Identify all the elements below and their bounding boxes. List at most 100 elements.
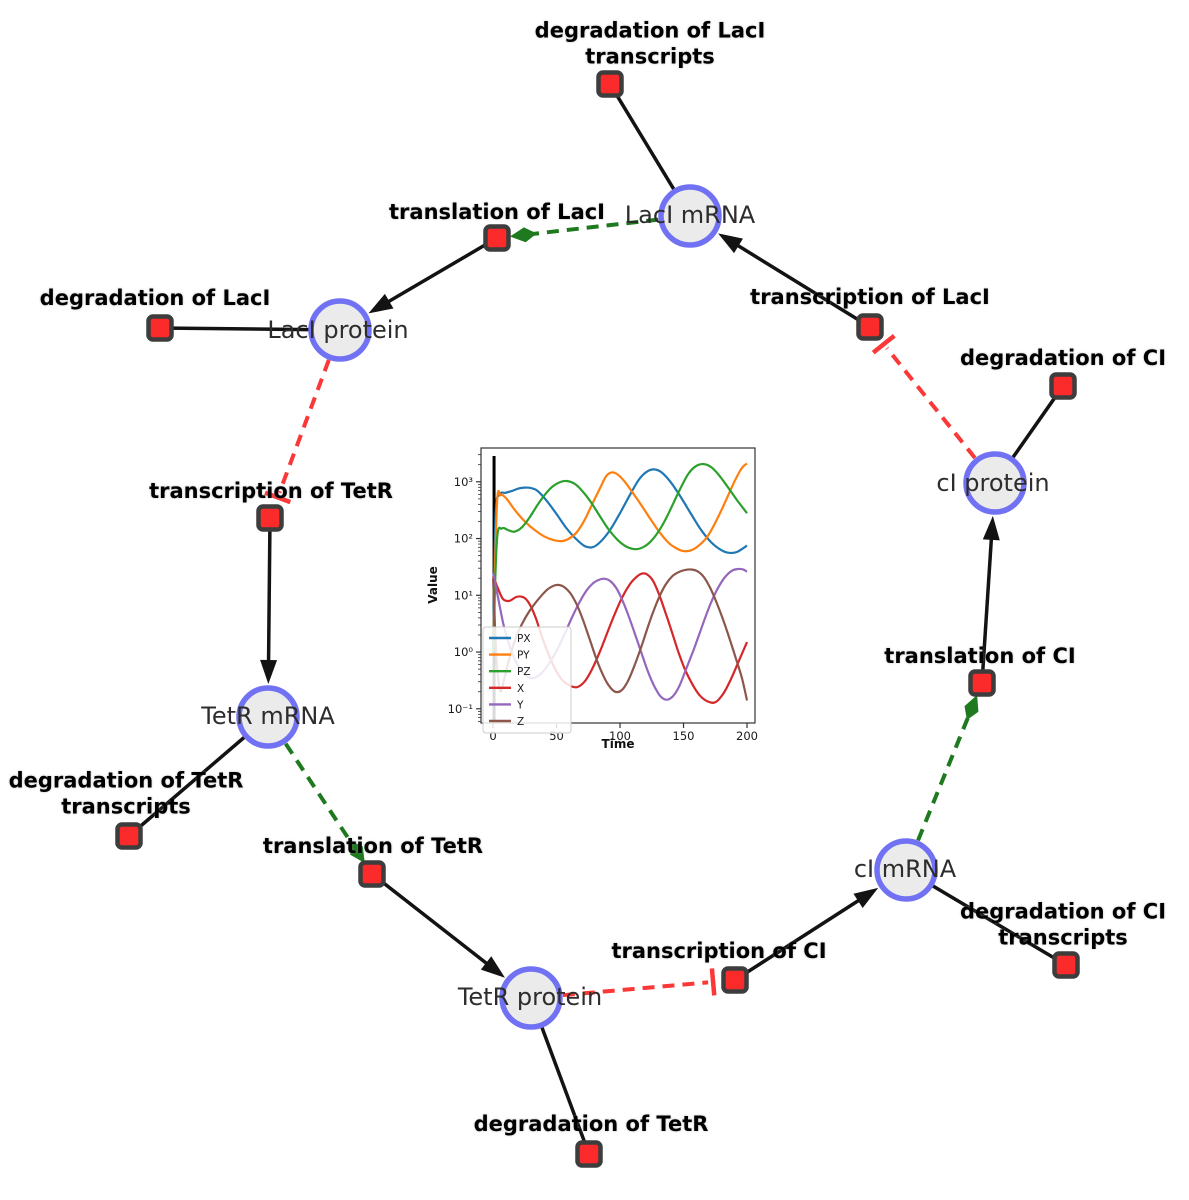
series-line-x — [492, 572, 749, 704]
species-tetr-protein-label: TetR protein — [458, 982, 602, 1012]
reaction-transcription-of-laci — [856, 313, 884, 341]
species-ci-mrna — [874, 838, 938, 902]
reaction-transcription-of-ci — [721, 966, 749, 994]
reaction-degradation-of-laci — [146, 314, 174, 342]
edge-inhibition-ci-protein-tx-laci — [885, 346, 977, 460]
species-tetr-protein — [499, 966, 563, 1030]
edge-inhibition-tetr-protein-tx-ci-tbar-icon — [709, 968, 717, 996]
edge-consumption-tetr-mrna-deg-tetr-tx — [135, 735, 247, 831]
reaction-transcription-of-tetr-label: transcription of TetR — [149, 478, 393, 504]
reaction-degradation-of-tetr-label-line1: degradation of TetR — [473, 1111, 709, 1136]
reaction-translation-of-tetr-label: translation of TetR — [263, 833, 483, 859]
reaction-degradation-of-ci-label-line1: degradation of CI — [959, 345, 1167, 370]
species-laci-protein-label-line1: LacI protein — [267, 315, 409, 344]
edge-consumption-ci-mrna-deg-ci-tx — [930, 883, 1059, 962]
reaction-degradation-of-ci-transcripts-label: degradation of CI transcripts — [960, 899, 1166, 952]
species-ci-protein-label-line1: cI protein — [936, 468, 1050, 497]
species-tetr-mrna-label: TetR mRNA — [201, 701, 335, 731]
reaction-translation-of-laci-label-line1: translation of LacI — [389, 199, 605, 224]
reaction-degradation-of-ci-transcripts-label-line1: degradation of CI — [959, 899, 1167, 924]
reaction-transcription-of-laci-label-line1: transcription of LacI — [750, 284, 990, 309]
reaction-degradation-of-laci-label-line1: degradation of LacI — [39, 285, 271, 310]
edge-production-tl-tetr-tetr-protein-arrowhead-icon — [480, 956, 505, 978]
x-tick-label: 150 — [673, 729, 695, 743]
reaction-translation-of-ci — [968, 669, 996, 697]
edge-modifier-laci-mrna-tl-laci — [520, 217, 659, 238]
reaction-degradation-of-laci-transcripts-label-line1: degradation of LacI — [534, 18, 766, 43]
edge-production-tl-laci-laci-protein — [378, 241, 491, 309]
edge-inhibition-tetr-protein-tx-ci — [562, 980, 709, 998]
reaction-degradation-of-tetr-transcripts-label-line2: transcripts — [61, 795, 191, 819]
legend-item-y: Y — [516, 699, 524, 711]
reaction-degradation-of-laci-label: degradation of LacI — [40, 285, 271, 311]
x-tick-label: 0 — [489, 729, 496, 743]
series-line-px — [492, 468, 748, 653]
reaction-degradation-of-ci — [1049, 372, 1077, 400]
y-tick-label: 10⁰ — [454, 645, 474, 659]
legend-item-pz: PZ — [517, 666, 531, 678]
reaction-degradation-of-ci-transcripts-label-line2: transcripts — [998, 926, 1128, 950]
edge-production-tl-tetr-tetr-protein — [378, 878, 496, 972]
series-line-z — [492, 568, 749, 701]
edge-inhibition-ci-protein-tx-laci-tbar-icon — [871, 333, 896, 355]
legend-item-px: PX — [517, 633, 531, 645]
edge-production-tl-ci-ci-protein-arrowhead-icon — [982, 515, 1000, 541]
edge-production-tx-ci-ci-mrna — [741, 893, 869, 977]
edge-modifier-ci-mrna-tl-ci — [916, 704, 975, 842]
reaction-transcription-of-ci-label: transcription of CI — [611, 938, 826, 964]
edge-modifier-laci-mrna-tl-laci-arrowhead-icon — [509, 227, 537, 243]
species-ci-mrna-label-line1: cI mRNA — [853, 854, 957, 883]
species-laci-mrna-label: LacI mRNA — [625, 200, 755, 230]
reaction-translation-of-ci-label-line1: translation of CI — [884, 643, 1076, 668]
reaction-translation-of-tetr-label-line1: translation of TetR — [262, 833, 484, 858]
reaction-transcription-of-tetr-label-line1: transcription of TetR — [149, 478, 393, 503]
edge-production-tx-laci-laci-mrna — [728, 238, 864, 324]
species-tetr-protein-label-line1: TetR protein — [457, 982, 603, 1011]
species-ci-protein — [963, 451, 1027, 515]
species-laci-mrna — [658, 184, 722, 248]
reaction-degradation-of-tetr-transcripts-label-line1: degradation of TetR — [8, 768, 244, 793]
edge-modifier-ci-mrna-tl-ci-arrowhead-icon — [964, 695, 979, 721]
series-line-py — [492, 462, 748, 653]
reaction-degradation-of-laci-transcripts — [596, 70, 624, 98]
y-tick-label: 10⁻¹ — [448, 702, 473, 716]
reaction-translation-of-laci-label: translation of LacI — [389, 199, 605, 225]
y-tick-label: 10¹ — [454, 588, 473, 602]
reaction-degradation-of-tetr-transcripts — [115, 822, 143, 850]
edge-production-tx-ci-ci-mrna-arrowhead-icon — [853, 887, 879, 908]
edge-consumption-laci-mrna-deg-laci-tx — [613, 91, 676, 192]
reaction-degradation-of-laci-transcripts-label: degradation of LacI transcripts — [535, 18, 766, 71]
reaction-degradation-of-tetr — [575, 1140, 603, 1168]
reaction-translation-of-tetr — [358, 860, 386, 888]
y-tick-label: 10² — [454, 532, 473, 546]
legend-item-py: PY — [517, 650, 530, 662]
edge-inhibition-laci-protein-tx-tetr-tbar-icon — [264, 490, 292, 505]
chart-y-axis-label: Value — [426, 566, 440, 604]
x-tick-label: 200 — [736, 729, 758, 743]
reaction-transcription-of-tetr — [256, 504, 284, 532]
chart-x-axis-label: Time — [601, 737, 635, 751]
y-tick-label: 10³ — [454, 475, 474, 489]
edge-consumption-tetr-protein-deg-tetr — [539, 1025, 588, 1146]
species-laci-mrna-label-line1: LacI mRNA — [624, 200, 756, 229]
reaction-degradation-of-ci-transcripts — [1052, 951, 1080, 979]
species-tetr-mrna — [236, 685, 300, 749]
edge-modifier-tetr-mrna-tl-tetr — [284, 742, 361, 856]
edge-modifier-tetr-mrna-tl-tetr-arrowhead-icon — [349, 840, 365, 864]
series-line-pz — [492, 462, 748, 653]
species-tetr-mrna-label-line1: TetR mRNA — [201, 701, 335, 730]
reaction-degradation-of-tetr-transcripts-label: degradation of TetR transcripts — [9, 768, 244, 821]
edge-inhibition-laci-protein-tx-tetr — [277, 359, 331, 494]
species-laci-protein — [308, 298, 372, 362]
legend-item-z: Z — [517, 716, 524, 728]
legend-item-x: X — [517, 683, 524, 695]
reaction-degradation-of-laci-transcripts-label-line2: transcripts — [585, 45, 715, 69]
reaction-degradation-of-tetr-label: degradation of TetR — [474, 1111, 709, 1137]
species-laci-protein-label: LacI protein — [267, 315, 408, 345]
edge-production-tx-tetr-tetr-mrna-arrowhead-icon — [260, 659, 278, 685]
timeseries-inset-chart: 0 50 100 150 200 10⁻¹ 10⁰ 10¹ 10² 10³ PX PY PZ X Y Z Ti… — [425, 437, 773, 769]
reaction-transcription-of-ci-label-line1: transcription of CI — [611, 938, 827, 963]
